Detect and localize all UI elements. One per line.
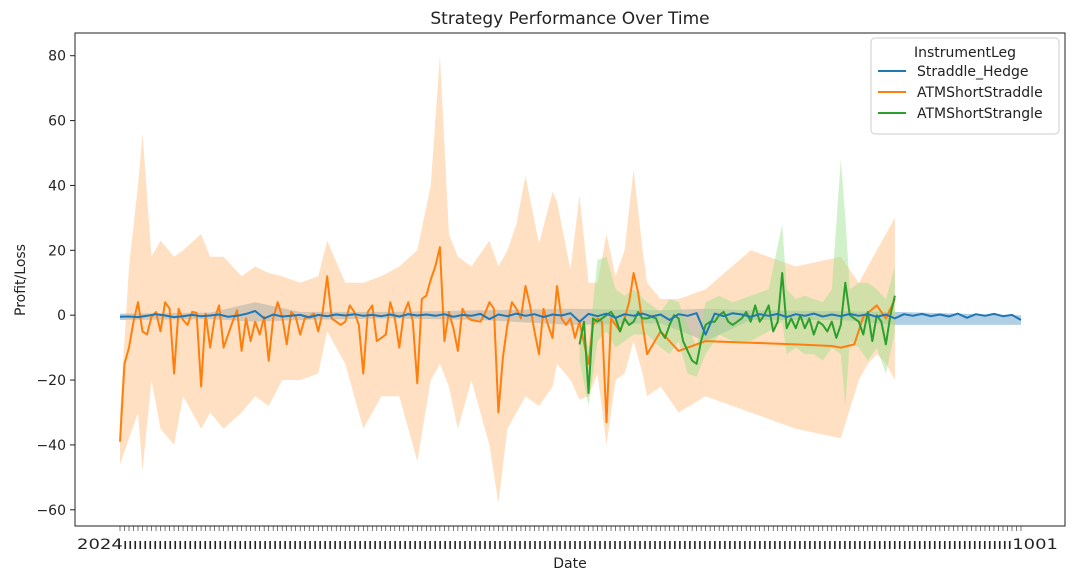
y-tick-label: 0 xyxy=(57,308,66,324)
plot-area-frame xyxy=(74,32,1066,527)
line-ATMShortStrangle xyxy=(578,272,896,394)
y-tick-label: 20 xyxy=(48,243,66,259)
y-tick-label: −20 xyxy=(36,373,66,389)
legend-label-ATMShortStraddle: ATMShortStraddle xyxy=(917,85,1043,101)
band-ATMShortStraddle xyxy=(120,55,895,504)
y-tick-label: −40 xyxy=(36,438,66,454)
x-axis-title: Date xyxy=(553,556,586,572)
y-tick-label: 40 xyxy=(48,178,66,194)
line-Straddle_Hedge xyxy=(119,310,1022,336)
series-lines xyxy=(119,246,1022,442)
legend-label-Straddle_Hedge: Straddle_Hedge xyxy=(917,64,1029,80)
y-tick-label: −60 xyxy=(36,503,66,519)
legend-title: InstrumentLeg xyxy=(914,45,1016,61)
x-axis: 2024ıııııııııııııııııııııııııııııııııııı… xyxy=(77,526,1058,553)
y-tick-label: 80 xyxy=(48,49,66,65)
y-axis-title: Profit/Loss xyxy=(13,244,29,316)
line-ATMShortStraddle xyxy=(119,246,896,442)
x-tick-labels-overlap: 2024ıııııııııııııııııııııııııııııııııııı… xyxy=(77,537,1058,553)
chart-title: Strategy Performance Over Time xyxy=(430,9,709,29)
legend-items: Straddle_Hedge ATMShortStraddle ATMShortSt… xyxy=(878,64,1043,122)
legend-box xyxy=(870,37,1060,135)
legend-label-ATMShortStrangle: ATMShortStrangle xyxy=(917,106,1043,122)
legend: InstrumentLeg Straddle_Hedge ATMShortStra… xyxy=(870,37,1060,135)
y-tick-label: 60 xyxy=(48,114,66,130)
y-axis: −60 −40 −20 0 20 40 60 80 xyxy=(36,49,75,519)
